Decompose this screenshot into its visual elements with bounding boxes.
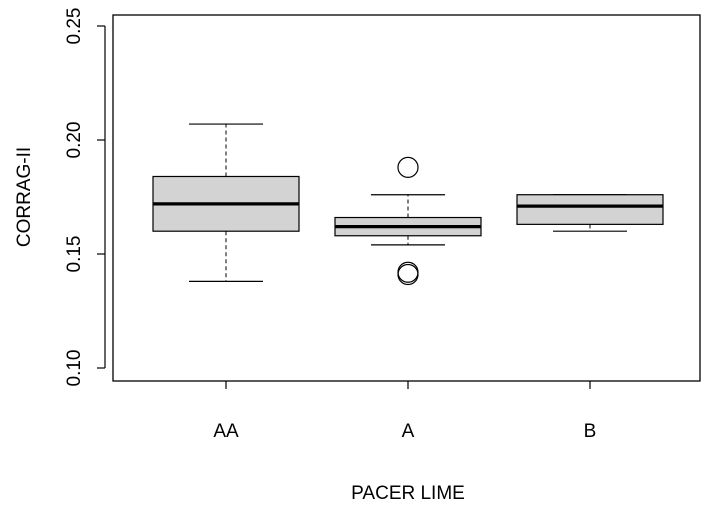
y-tick-label: 0.10	[64, 350, 85, 387]
x-tick-label: B	[584, 421, 597, 442]
y-axis-title: CORRAG-II	[14, 147, 35, 247]
box	[516, 194, 664, 225]
y-tick-label: 0.25	[64, 8, 85, 45]
outlier-point	[397, 263, 419, 286]
outlier-point	[397, 156, 419, 178]
x-axis-title: PACER LIME	[351, 483, 465, 504]
y-tick-label: 0.15	[64, 236, 85, 273]
box-group-b	[516, 194, 664, 232]
box-group-a	[334, 156, 482, 286]
x-tick-label: AA	[213, 421, 239, 442]
plot-frame	[112, 14, 701, 382]
y-tick-label: 0.20	[64, 122, 85, 159]
plot-area	[152, 123, 664, 286]
outlier-point	[397, 261, 419, 283]
box-group-aa	[152, 123, 300, 282]
x-tick-label: A	[402, 421, 415, 442]
